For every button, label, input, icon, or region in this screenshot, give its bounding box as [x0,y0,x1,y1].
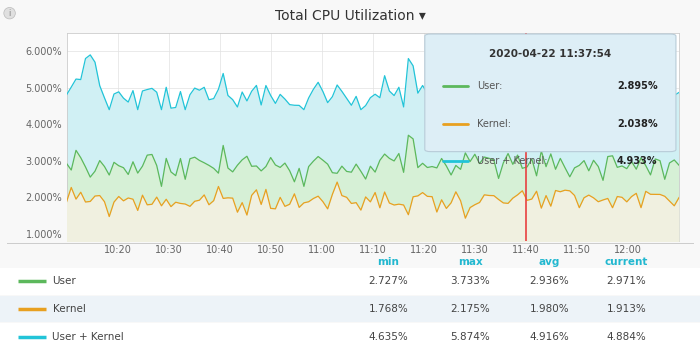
Text: 4.635%: 4.635% [369,332,408,342]
Text: 4.916%: 4.916% [530,332,569,342]
Text: 2.727%: 2.727% [369,277,408,287]
Text: 4.884%: 4.884% [607,332,646,342]
Text: current: current [605,257,648,267]
Text: max: max [458,257,483,267]
Text: 2020-04-22 11:37:54: 2020-04-22 11:37:54 [489,49,612,59]
Text: 4.933%: 4.933% [617,156,657,166]
Text: 2.936%: 2.936% [530,277,569,287]
Text: 1.768%: 1.768% [369,304,408,314]
Text: 1.980%: 1.980% [530,304,569,314]
Text: 2.038%: 2.038% [617,119,657,128]
Text: User:: User: [477,81,502,91]
Text: User + Kernel: User + Kernel [52,332,125,342]
FancyBboxPatch shape [0,296,700,322]
Text: 2.971%: 2.971% [607,277,646,287]
FancyBboxPatch shape [0,268,700,295]
Text: 2.175%: 2.175% [451,304,490,314]
Text: 2.895%: 2.895% [617,81,657,91]
Text: i: i [8,9,10,18]
Text: Kernel: Kernel [52,304,85,314]
Text: 5.874%: 5.874% [451,332,490,342]
Text: avg: avg [539,257,560,267]
Text: User + Kernel:: User + Kernel: [477,156,547,166]
Text: 1.913%: 1.913% [607,304,646,314]
FancyBboxPatch shape [0,323,700,347]
Text: User: User [52,277,76,287]
FancyBboxPatch shape [425,34,676,152]
Text: Total CPU Utilization ▾: Total CPU Utilization ▾ [274,9,426,23]
Text: Kernel:: Kernel: [477,119,511,128]
Text: min: min [377,257,400,267]
Text: 3.733%: 3.733% [451,277,490,287]
